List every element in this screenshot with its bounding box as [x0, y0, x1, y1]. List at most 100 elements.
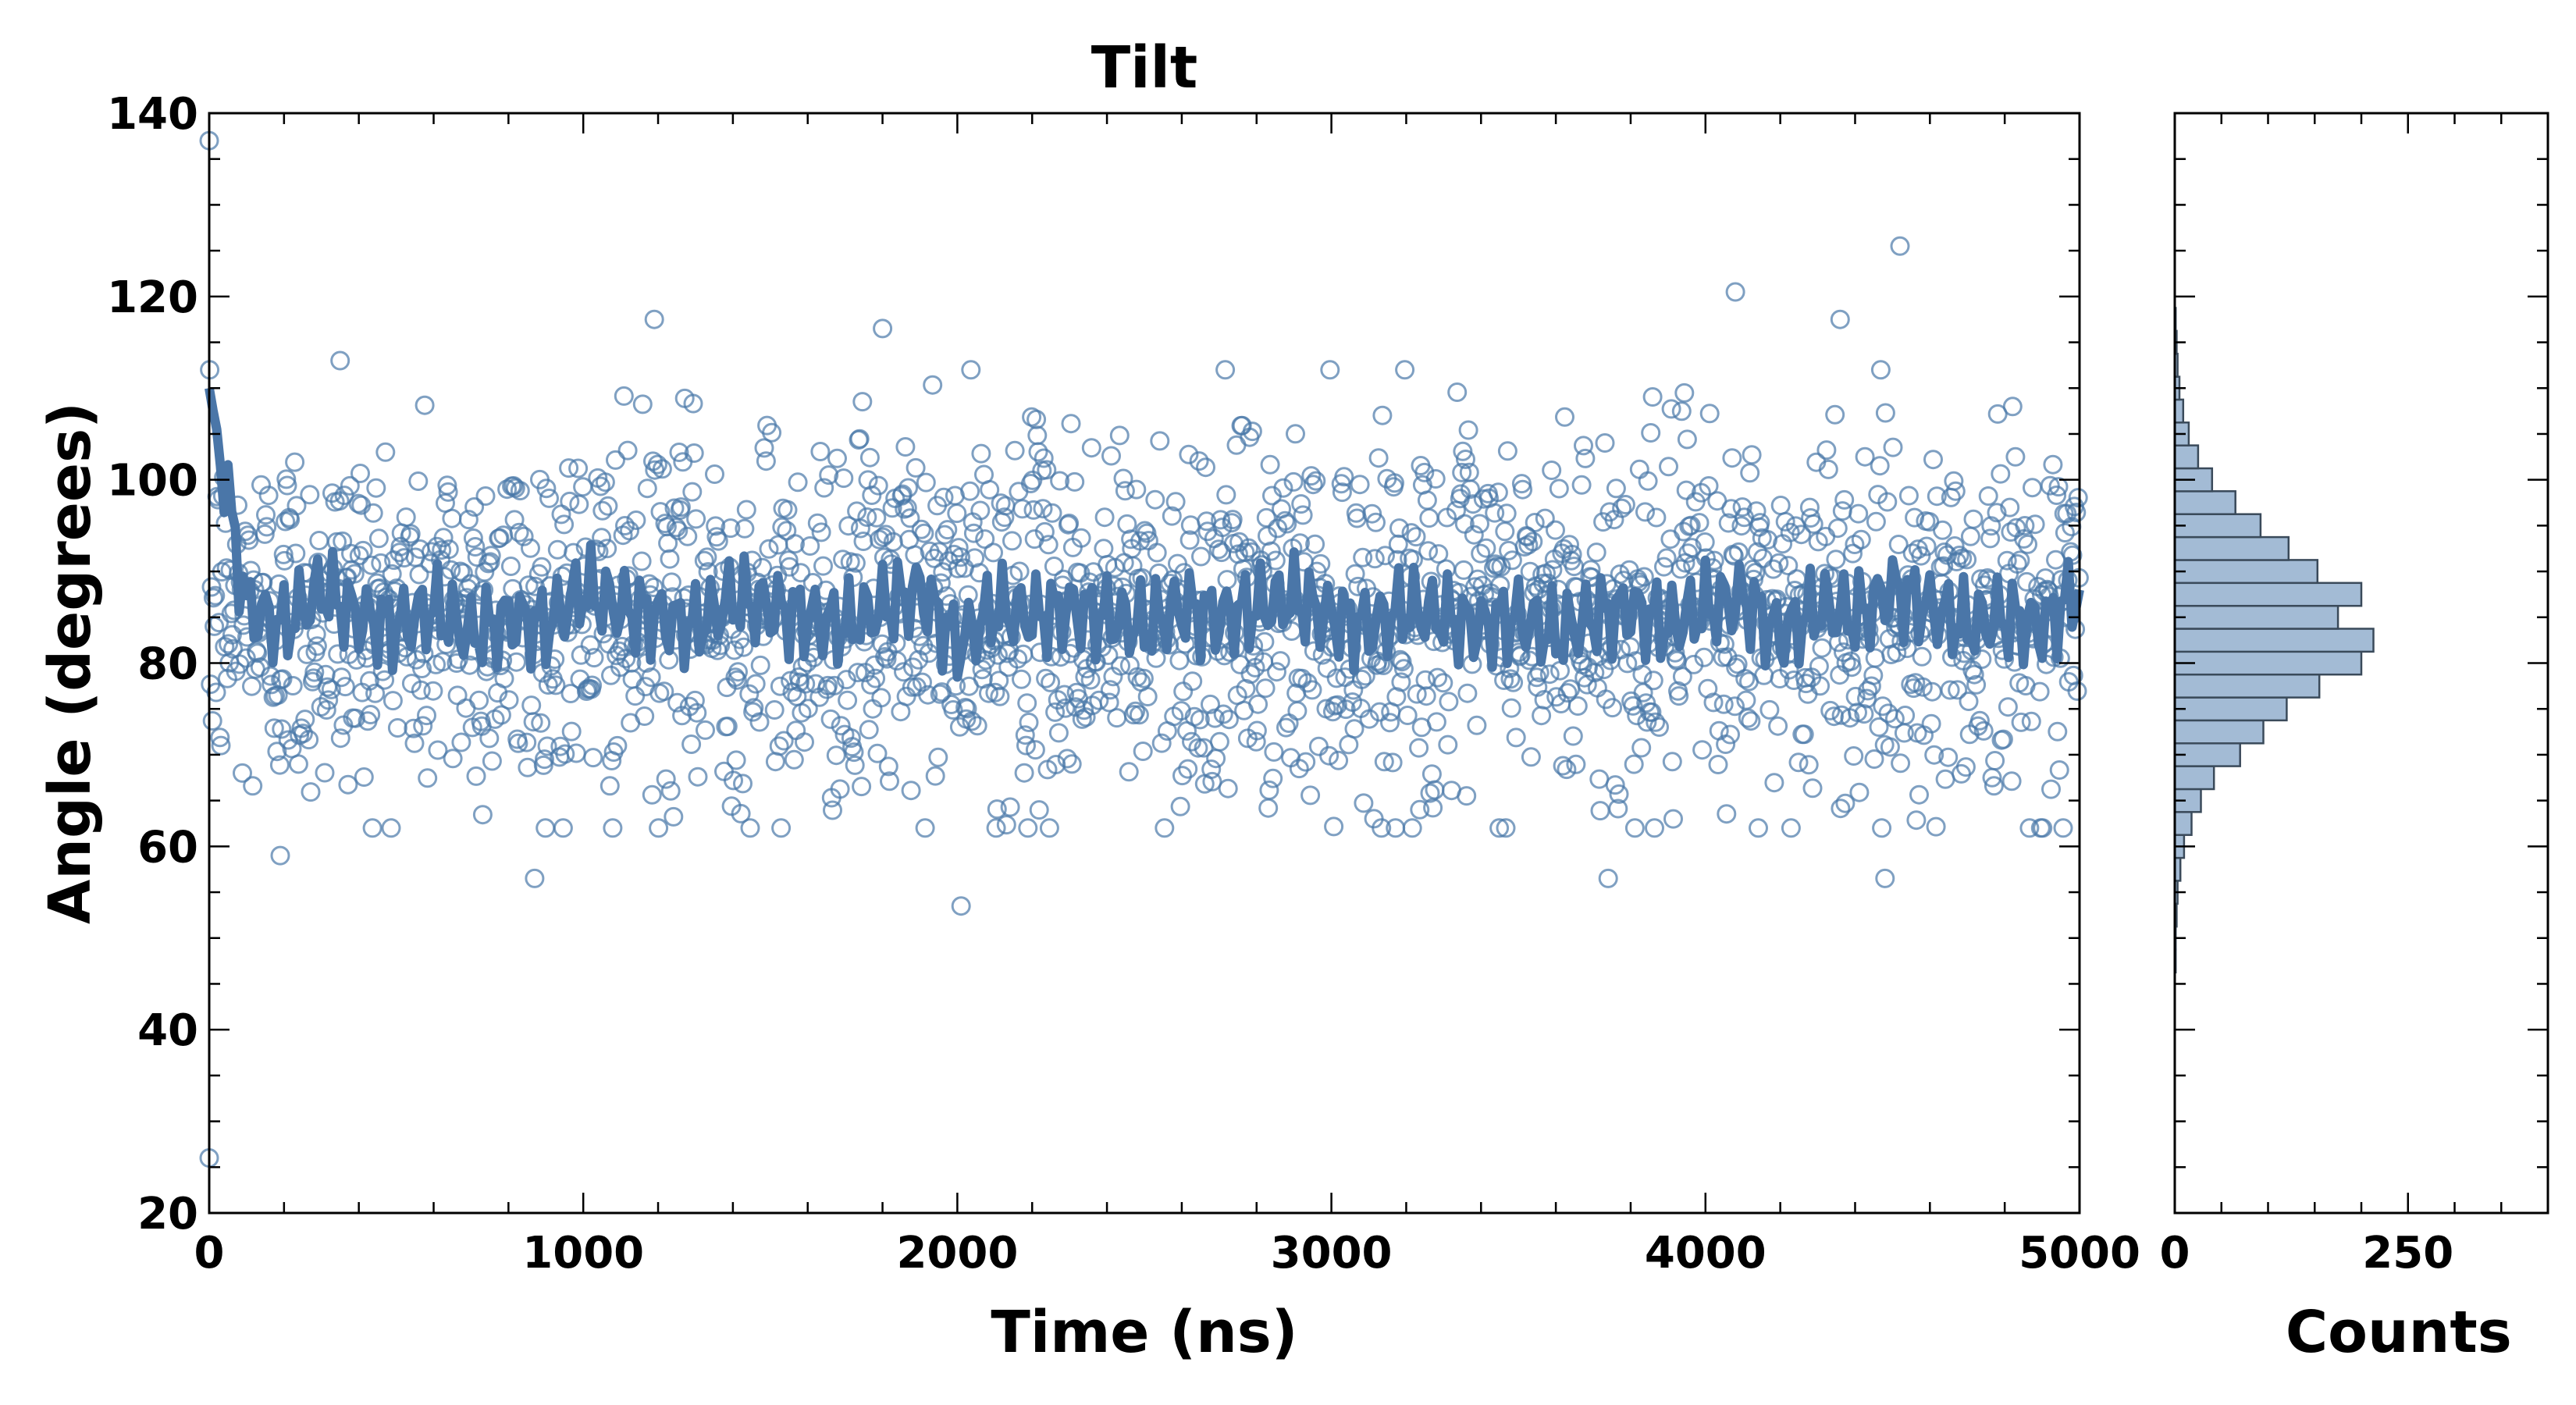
- scatter-point: [561, 721, 582, 742]
- scatter-point: [988, 645, 1008, 665]
- scatter-point: [1336, 699, 1356, 720]
- scatter-point: [1663, 809, 1683, 829]
- scatter-point: [841, 728, 861, 749]
- scatter-point: [1809, 656, 1829, 677]
- scatter-point: [617, 440, 638, 461]
- scatter-point: [1854, 704, 1874, 724]
- scatter-point: [1960, 526, 1980, 546]
- scatter-point: [1725, 282, 1745, 302]
- scatter-point: [873, 318, 893, 339]
- histogram-bar: [2173, 535, 2290, 561]
- scatter-point: [1669, 686, 1689, 706]
- scatter-point: [209, 613, 229, 633]
- scatter-point: [830, 779, 850, 799]
- scatter-point: [1549, 478, 1569, 499]
- scatter-point: [849, 429, 870, 449]
- scatter-point: [1750, 513, 1770, 533]
- scatter-point: [2007, 554, 2027, 574]
- scatter-point: [762, 422, 782, 443]
- scatter-point: [499, 690, 519, 710]
- scatter-point: [1264, 742, 1284, 762]
- scatter-point: [1895, 706, 1916, 725]
- scatter-point: [867, 743, 888, 763]
- scatter-point: [1681, 515, 1701, 535]
- scatter-point: [731, 803, 751, 823]
- scatter-point: [688, 767, 708, 787]
- scatter-point: [728, 662, 748, 682]
- scatter-point: [1927, 486, 1947, 507]
- scatter-point: [1111, 656, 1130, 676]
- scatter-point: [1818, 459, 1838, 479]
- scatter-point: [1260, 454, 1280, 475]
- scatter-point: [1457, 786, 1477, 806]
- histogram-x-tick-labels: 0 250: [2160, 1228, 2454, 1279]
- scatter-point: [606, 450, 625, 470]
- scatter-point: [1720, 724, 1740, 745]
- scatter-point: [838, 690, 858, 710]
- scatter-point: [831, 716, 851, 736]
- scatter-point: [847, 501, 867, 521]
- scatter-point: [750, 655, 770, 675]
- scatter-point: [834, 468, 854, 489]
- histogram-bar: [2173, 811, 2193, 836]
- scatter-point: [1984, 776, 2004, 796]
- scatter-point: [994, 507, 1015, 528]
- scatter-point: [1674, 382, 1695, 403]
- scatter-point: [1890, 236, 1910, 256]
- scatter-point: [1861, 676, 1881, 696]
- scatter-point: [1637, 712, 1657, 732]
- scatter-point: [400, 524, 421, 544]
- scatter-point: [1866, 511, 1886, 532]
- scatter-point: [622, 669, 642, 689]
- scatter-point: [1017, 693, 1037, 713]
- scatter-point: [273, 544, 294, 564]
- scatter-point: [1851, 529, 1871, 550]
- scatter-point: [1539, 664, 1560, 685]
- scatter-point: [671, 497, 691, 518]
- scatter-point: [1532, 706, 1552, 726]
- scatter-point: [2002, 397, 2023, 417]
- scatter-point: [1880, 737, 1900, 757]
- scatter-point: [810, 442, 831, 461]
- scatter-point: [261, 666, 280, 686]
- histogram-panel: 0 250 Counts: [2160, 112, 2549, 1366]
- scatter-point: [306, 624, 326, 644]
- scatter-point: [330, 350, 350, 371]
- scatter-point: [848, 663, 868, 683]
- scatter-point: [826, 745, 846, 766]
- scatter-point: [254, 524, 275, 544]
- scatter-point: [1034, 521, 1055, 542]
- scatter-point: [598, 496, 618, 516]
- scatter-point: [909, 649, 929, 670]
- scatter-point: [1624, 754, 1644, 774]
- scatter-point: [344, 564, 365, 584]
- scatter-point: [1887, 642, 1907, 663]
- scatter-point: [1841, 657, 1862, 678]
- scatter-point: [1634, 567, 1654, 587]
- scatter-point: [316, 700, 336, 720]
- scatter-point: [521, 538, 540, 558]
- scatter-point: [916, 472, 936, 493]
- scatter-point: [2047, 486, 2067, 505]
- scatter-point: [433, 528, 454, 548]
- y-tick-label: 20: [137, 1189, 198, 1240]
- scatter-point: [951, 896, 971, 916]
- scatter-point: [408, 471, 429, 491]
- scatter-point: [1635, 502, 1655, 522]
- scatter-point: [1137, 523, 1157, 543]
- scatter-point: [1857, 688, 1877, 709]
- scatter-point: [764, 700, 785, 720]
- scatter-point: [786, 720, 806, 741]
- scatter-point: [866, 668, 886, 688]
- scatter-point: [845, 755, 865, 775]
- scatter-point: [295, 710, 315, 730]
- scatter-point: [813, 556, 833, 576]
- scatter-point: [1912, 677, 1933, 697]
- y-axis-label: Angle (degrees): [37, 402, 104, 924]
- scatter-point: [1015, 725, 1035, 745]
- scatter-point: [1496, 503, 1517, 524]
- scatter-point: [472, 805, 493, 825]
- scatter-point: [1921, 713, 1941, 734]
- scatter-point: [641, 667, 661, 688]
- scatter-point: [819, 465, 839, 486]
